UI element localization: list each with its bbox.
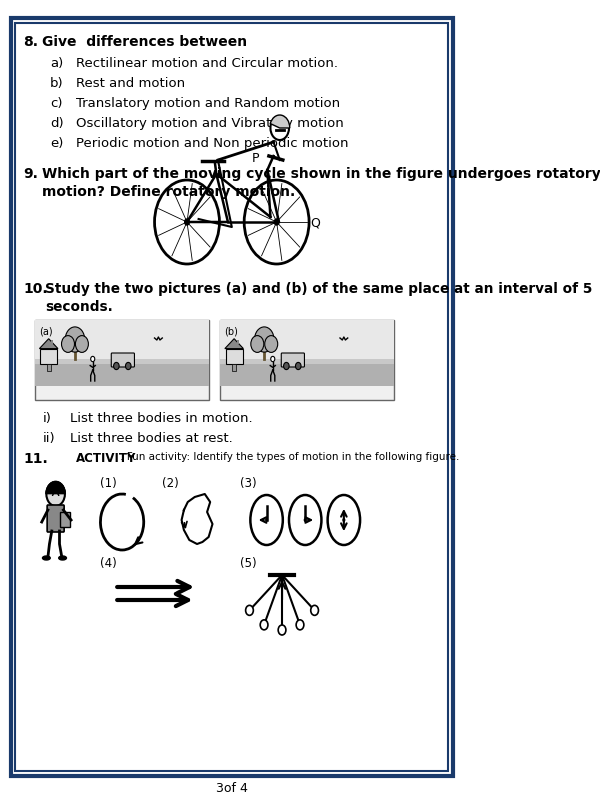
Circle shape — [278, 625, 286, 635]
Text: b): b) — [50, 77, 64, 90]
Circle shape — [113, 362, 119, 370]
Circle shape — [274, 219, 279, 225]
Ellipse shape — [250, 495, 283, 545]
FancyBboxPatch shape — [47, 505, 64, 532]
Text: Which part of the moving cycle shown in the figure undergoes rotatory: Which part of the moving cycle shown in … — [43, 167, 600, 181]
Text: d): d) — [50, 117, 64, 130]
Text: a): a) — [50, 57, 64, 70]
Circle shape — [265, 336, 278, 352]
Text: (2): (2) — [162, 477, 179, 490]
Bar — [40, 349, 57, 364]
Wedge shape — [270, 115, 290, 128]
Text: Give  differences between: Give differences between — [43, 35, 248, 49]
Text: seconds.: seconds. — [45, 300, 113, 314]
Circle shape — [271, 116, 289, 140]
Circle shape — [185, 219, 190, 225]
Text: Oscillatory motion and Vibratory motion: Oscillatory motion and Vibratory motion — [76, 117, 343, 130]
Circle shape — [343, 518, 346, 522]
Text: (5): (5) — [239, 557, 256, 570]
Bar — [226, 349, 242, 364]
Wedge shape — [46, 481, 65, 494]
Text: c): c) — [50, 97, 63, 110]
Text: Rectilinear motion and Circular motion.: Rectilinear motion and Circular motion. — [76, 57, 338, 70]
Text: 9.: 9. — [23, 167, 38, 181]
Circle shape — [265, 518, 268, 522]
Ellipse shape — [43, 556, 50, 560]
Text: (4): (4) — [100, 557, 117, 570]
Circle shape — [65, 327, 85, 352]
Circle shape — [304, 518, 307, 522]
Circle shape — [62, 336, 74, 352]
Text: Rest and motion: Rest and motion — [76, 77, 185, 90]
Text: Study the two pictures (a) and (b) of the same place at an interval of 5: Study the two pictures (a) and (b) of th… — [45, 282, 592, 296]
Circle shape — [260, 620, 268, 630]
Bar — [220, 364, 394, 386]
Text: 8.: 8. — [23, 35, 38, 49]
Bar — [220, 320, 394, 400]
Bar — [60, 512, 70, 527]
Text: (b): (b) — [224, 326, 238, 336]
Circle shape — [76, 336, 88, 352]
Circle shape — [251, 336, 264, 352]
Ellipse shape — [328, 495, 360, 545]
Circle shape — [284, 362, 289, 370]
Bar — [35, 364, 209, 386]
Text: (3): (3) — [239, 477, 256, 490]
Circle shape — [311, 606, 319, 615]
Text: motion? Define rotatory motion.: motion? Define rotatory motion. — [43, 185, 296, 199]
Circle shape — [295, 362, 301, 370]
Text: 11.: 11. — [23, 452, 48, 466]
Circle shape — [245, 606, 253, 615]
Bar — [236, 340, 239, 344]
Circle shape — [254, 327, 274, 352]
Bar — [47, 364, 51, 371]
Text: P: P — [252, 152, 259, 165]
Text: e): e) — [50, 137, 64, 150]
Circle shape — [271, 356, 275, 362]
Text: ACTIVITY: ACTIVITY — [76, 452, 136, 465]
Text: 3of 4: 3of 4 — [216, 782, 248, 795]
Bar — [35, 320, 209, 364]
Bar — [220, 359, 394, 364]
Text: List three bodies in motion.: List three bodies in motion. — [70, 412, 252, 425]
Bar — [232, 364, 236, 371]
Text: (1): (1) — [100, 477, 117, 490]
Bar — [35, 320, 209, 400]
Text: List three bodies at rest.: List three bodies at rest. — [70, 432, 232, 445]
FancyBboxPatch shape — [281, 353, 304, 367]
Text: i): i) — [43, 412, 52, 425]
Text: Translatory motion and Random motion: Translatory motion and Random motion — [76, 97, 340, 110]
Text: (a): (a) — [38, 326, 52, 336]
Ellipse shape — [289, 495, 322, 545]
Text: ii): ii) — [43, 432, 55, 445]
Bar — [35, 359, 209, 364]
Circle shape — [91, 356, 95, 362]
Text: Q: Q — [311, 217, 320, 230]
Bar — [220, 320, 394, 364]
Circle shape — [46, 482, 65, 506]
Polygon shape — [40, 338, 58, 349]
Text: Periodic motion and Non periodic motion: Periodic motion and Non periodic motion — [76, 137, 348, 150]
Bar — [51, 340, 53, 344]
Ellipse shape — [59, 556, 67, 560]
Polygon shape — [225, 338, 244, 349]
Text: . Fun activity: Identify the types of motion in the following figure.: . Fun activity: Identify the types of mo… — [118, 452, 460, 462]
FancyBboxPatch shape — [111, 353, 134, 367]
Text: 10.: 10. — [23, 282, 48, 296]
Circle shape — [125, 362, 131, 370]
Circle shape — [296, 620, 304, 630]
